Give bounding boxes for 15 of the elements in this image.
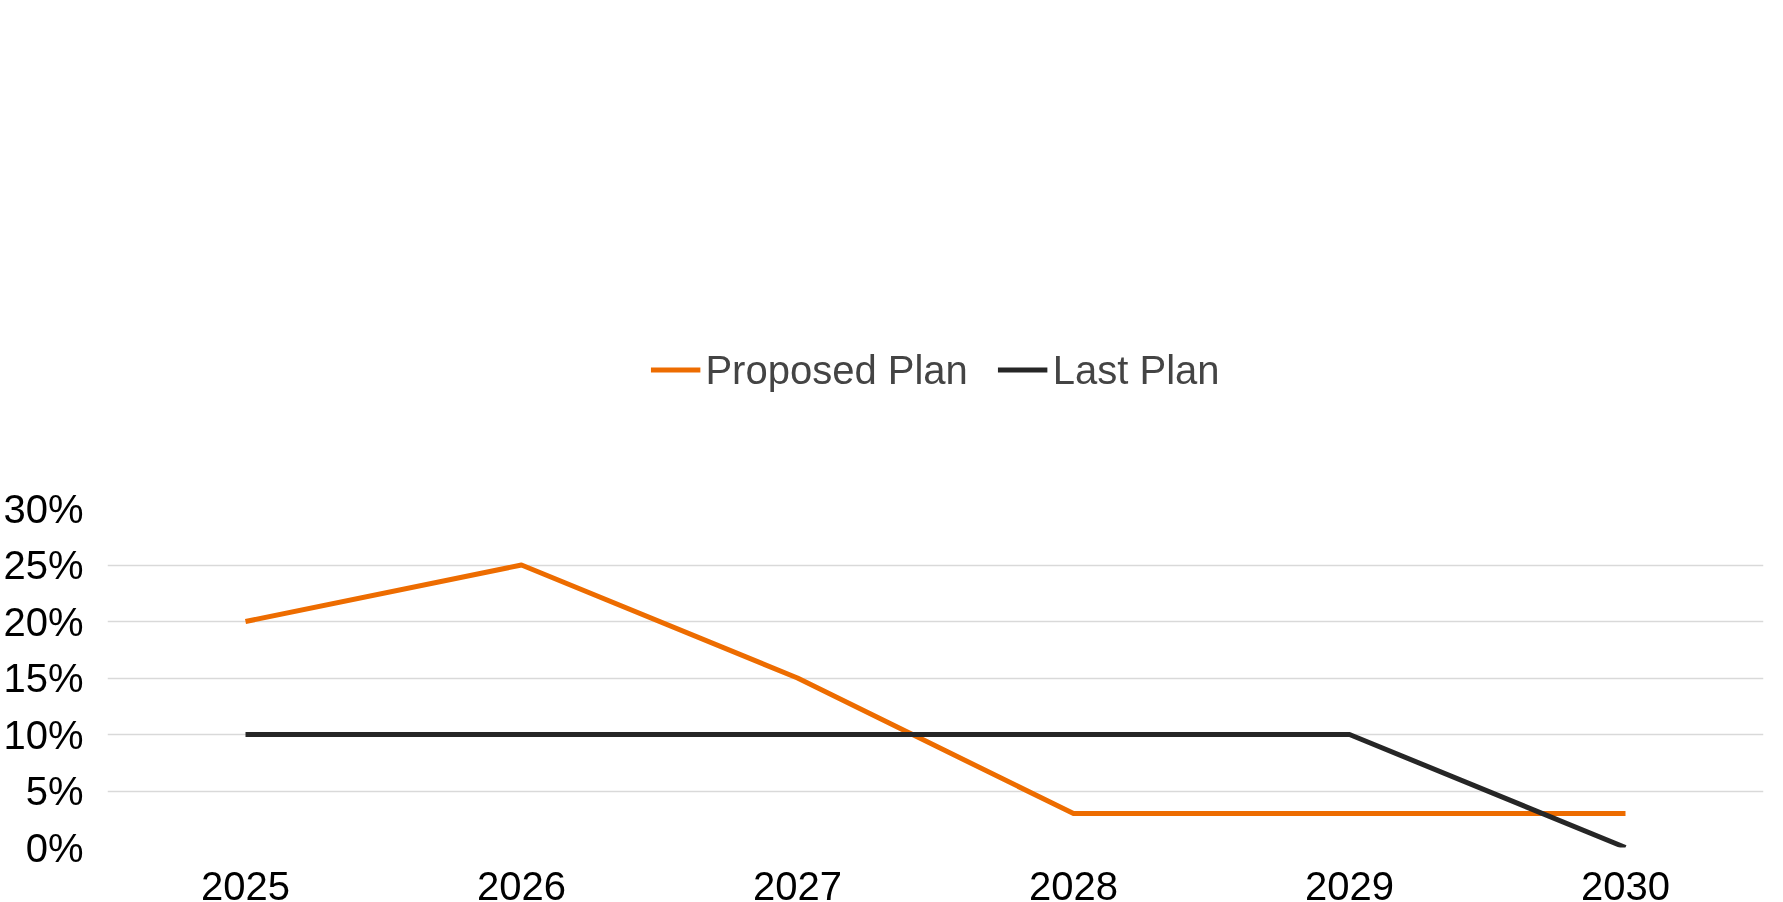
y-tick-label: 20% — [3, 599, 84, 644]
x-tick-label: 2029 — [1305, 863, 1394, 902]
y-tick-label: 15% — [3, 656, 84, 700]
legend-label: Last Plan — [1052, 347, 1220, 393]
y-tick-label: 0% — [25, 825, 84, 870]
y-tick-label: 5% — [25, 769, 84, 813]
x-tick-label: 2027 — [753, 863, 842, 902]
y-tick-label: 10% — [3, 712, 84, 757]
x-tick-label: 2028 — [1029, 863, 1118, 902]
x-tick-label: 2026 — [477, 863, 566, 902]
x-tick-label: 2025 — [201, 863, 290, 902]
y-tick-label: 30% — [3, 486, 84, 531]
legend-label: Proposed Plan — [705, 347, 968, 393]
x-tick-label: 2030 — [1581, 863, 1670, 902]
y-tick-label: 25% — [3, 543, 84, 587]
